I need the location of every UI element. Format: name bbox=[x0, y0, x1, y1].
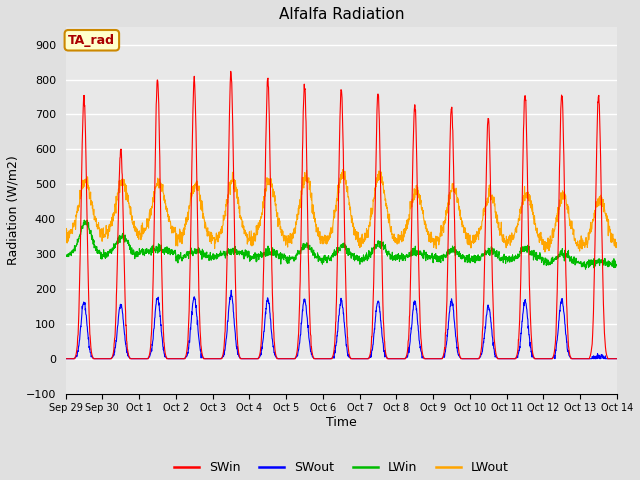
Line: SWin: SWin bbox=[65, 72, 617, 359]
LWin bbox=[81, 217, 88, 223]
LWin bbox=[613, 262, 621, 267]
LWin bbox=[580, 262, 588, 268]
LWout bbox=[502, 240, 509, 246]
LWout bbox=[613, 240, 621, 246]
LWout bbox=[564, 204, 572, 209]
Line: LWin: LWin bbox=[65, 220, 617, 269]
SWin bbox=[502, 356, 509, 361]
LWout bbox=[216, 229, 223, 235]
SWin bbox=[369, 300, 377, 306]
LWin bbox=[61, 253, 69, 259]
LWin bbox=[502, 254, 509, 260]
LWin bbox=[216, 251, 223, 257]
Text: TA_rad: TA_rad bbox=[68, 34, 115, 47]
LWin bbox=[357, 259, 365, 264]
SWin bbox=[61, 356, 69, 361]
SWin bbox=[216, 356, 223, 361]
SWout bbox=[61, 356, 69, 361]
LWout bbox=[339, 167, 346, 173]
SWout bbox=[369, 342, 377, 348]
Line: LWout: LWout bbox=[65, 170, 617, 252]
SWout bbox=[613, 356, 621, 361]
SWin bbox=[564, 339, 572, 345]
SWin bbox=[357, 356, 365, 361]
SWout bbox=[227, 288, 235, 293]
Y-axis label: Radiation (W/m2): Radiation (W/m2) bbox=[7, 156, 20, 265]
LWout bbox=[61, 229, 69, 235]
SWout bbox=[357, 356, 365, 361]
Legend: SWin, SWout, LWin, LWout: SWin, SWout, LWin, LWout bbox=[169, 456, 514, 479]
X-axis label: Time: Time bbox=[326, 416, 356, 429]
SWout bbox=[216, 356, 223, 361]
LWout bbox=[580, 240, 588, 245]
SWin bbox=[613, 356, 621, 361]
LWin bbox=[582, 266, 589, 272]
Title: Alfalfa Radiation: Alfalfa Radiation bbox=[278, 7, 404, 22]
Line: SWout: SWout bbox=[65, 290, 617, 359]
LWout bbox=[369, 197, 377, 203]
SWout bbox=[502, 356, 509, 361]
LWout bbox=[357, 243, 365, 249]
LWout bbox=[541, 249, 548, 255]
SWin bbox=[227, 69, 235, 74]
SWout bbox=[564, 349, 572, 355]
LWin bbox=[564, 255, 572, 261]
SWin bbox=[580, 356, 588, 361]
LWin bbox=[369, 246, 377, 252]
SWout bbox=[580, 356, 588, 361]
